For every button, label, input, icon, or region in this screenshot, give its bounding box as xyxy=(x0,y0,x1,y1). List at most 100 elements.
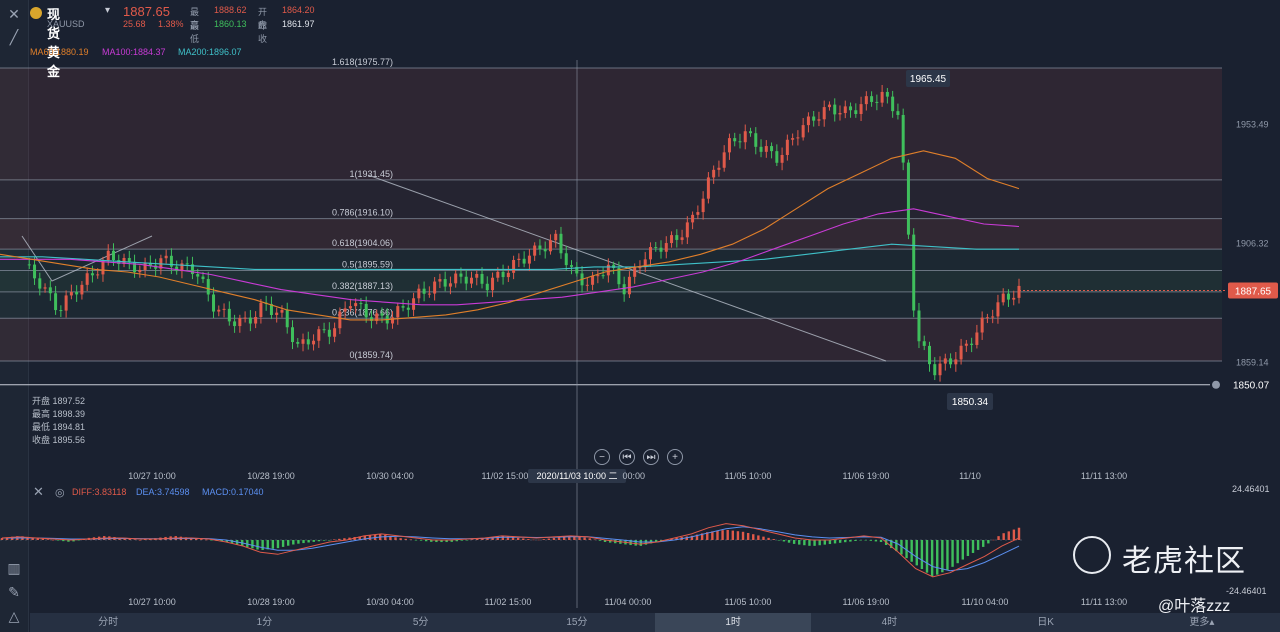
candle-body xyxy=(806,116,810,126)
macd-bar xyxy=(205,539,208,541)
max-marker-box xyxy=(906,70,950,87)
candle-body xyxy=(727,138,731,153)
macd-bar xyxy=(445,540,448,543)
macd-value-legend: MACD:0.17040 xyxy=(202,487,264,497)
pencil-icon[interactable]: ✎ xyxy=(8,584,20,600)
fib-label: 0.236(1876.66) xyxy=(332,307,393,317)
macd-settings-icon[interactable]: ◎ xyxy=(55,487,65,499)
macd-bar xyxy=(639,540,643,546)
candle-body xyxy=(833,104,837,115)
candle-body xyxy=(606,264,610,276)
macd-bar xyxy=(0,537,4,540)
macd-bar xyxy=(844,540,847,543)
zoom-in-button[interactable]: + xyxy=(667,449,683,465)
timeframe-tab[interactable]: 分时 xyxy=(98,617,119,628)
macd-bar xyxy=(465,540,469,541)
candle-body xyxy=(527,255,531,264)
candle-body xyxy=(764,146,768,152)
candle-body xyxy=(922,341,926,346)
candle-body xyxy=(33,264,37,279)
macd-bar xyxy=(297,540,300,544)
candle-body xyxy=(749,131,753,134)
macd-bar xyxy=(399,538,402,540)
candle-body xyxy=(654,247,658,249)
candle-body xyxy=(254,316,258,324)
candle-style-icon[interactable]: ▥ xyxy=(7,560,21,576)
macd-x-tick-label: 10/27 10:00 xyxy=(128,597,176,607)
timeframe-tab[interactable]: 5分 xyxy=(412,617,429,628)
crosshair-time-label: 2020/11/03 10:00 二 xyxy=(537,471,618,481)
macd-bar xyxy=(51,539,55,541)
candle-body xyxy=(933,364,937,376)
macd-bar xyxy=(276,540,280,549)
candle-body xyxy=(754,133,758,147)
macd-bar xyxy=(62,540,65,542)
candle-body xyxy=(564,253,568,266)
macd-bar xyxy=(486,537,489,540)
candle-body xyxy=(143,262,147,270)
candle-body xyxy=(822,107,826,120)
macd-bar xyxy=(532,539,535,541)
macd-bar xyxy=(72,540,75,542)
macd-bar xyxy=(36,538,39,540)
x-tick-label: 11/06 19:00 xyxy=(843,471,890,481)
timeframe-tab[interactable]: 4时 xyxy=(881,617,898,628)
macd-bar xyxy=(925,540,929,573)
candle-body xyxy=(227,308,231,322)
candle-body xyxy=(885,91,889,97)
macd-diff-legend: DIFF:3.83118 xyxy=(72,487,127,497)
candle-body xyxy=(912,234,916,311)
candle-body xyxy=(122,257,126,264)
candle-body xyxy=(485,283,489,291)
timeframe-tab[interactable]: 15分 xyxy=(566,617,588,628)
candle-body xyxy=(427,293,431,295)
gold-coin-icon xyxy=(30,7,42,19)
candle-body xyxy=(575,266,579,274)
candle-body xyxy=(127,257,131,262)
macd-bar xyxy=(976,540,980,550)
macd-bar xyxy=(522,538,525,540)
macd-bar xyxy=(271,540,275,549)
candle-body xyxy=(648,247,652,260)
close-macd-icon[interactable]: ✕ xyxy=(33,484,44,499)
instrument-name[interactable]: 现货黄金 xyxy=(47,7,61,79)
candle-body xyxy=(354,303,358,307)
draw-line-icon[interactable]: ╱ xyxy=(9,29,19,45)
candle-body xyxy=(106,250,110,261)
close-icon[interactable]: ✕ xyxy=(8,6,20,22)
high-label: 最高 xyxy=(190,7,200,30)
x-tick-label: 11/10 xyxy=(959,471,981,481)
watermark-user: @叶落zzz xyxy=(1158,598,1231,615)
jump-start-button[interactable]: ⏮ xyxy=(619,449,635,465)
timeframe-tab[interactable]: 更多▴ xyxy=(1189,617,1215,628)
macd-bar xyxy=(675,537,678,540)
candle-body xyxy=(133,261,137,273)
macd-bar xyxy=(419,540,423,541)
jump-end-button[interactable]: ⏭ xyxy=(643,449,659,465)
macd-bar xyxy=(5,537,9,540)
candle-body xyxy=(785,139,789,155)
macd-bar xyxy=(879,540,883,543)
macd-x-tick-label: 10/28 19:00 xyxy=(247,597,295,607)
candle-body xyxy=(601,275,605,277)
candle-body xyxy=(501,271,505,278)
fib-label: 0.382(1887.13) xyxy=(332,281,393,291)
open-value: 1864.20 xyxy=(282,5,315,15)
timeframe-tab[interactable]: 1分 xyxy=(256,617,273,628)
macd-bar xyxy=(757,535,760,540)
candle-body xyxy=(906,162,910,235)
timeframe-tab[interactable]: 日K xyxy=(1037,617,1054,628)
candle-body xyxy=(617,268,621,285)
candle-body xyxy=(917,310,921,342)
candle-body xyxy=(43,287,47,289)
timeframe-tab[interactable]: 1时 xyxy=(655,613,812,632)
macd-bar xyxy=(409,539,413,540)
zoom-out-button[interactable]: − xyxy=(594,449,610,465)
macd-bar xyxy=(1007,531,1010,540)
candle-body xyxy=(664,243,668,252)
macd-bar xyxy=(537,539,540,541)
candle-body xyxy=(38,278,42,289)
chevron-down-icon[interactable]: ▾ xyxy=(105,5,111,16)
triangle-tool-icon[interactable]: △ xyxy=(8,608,20,624)
